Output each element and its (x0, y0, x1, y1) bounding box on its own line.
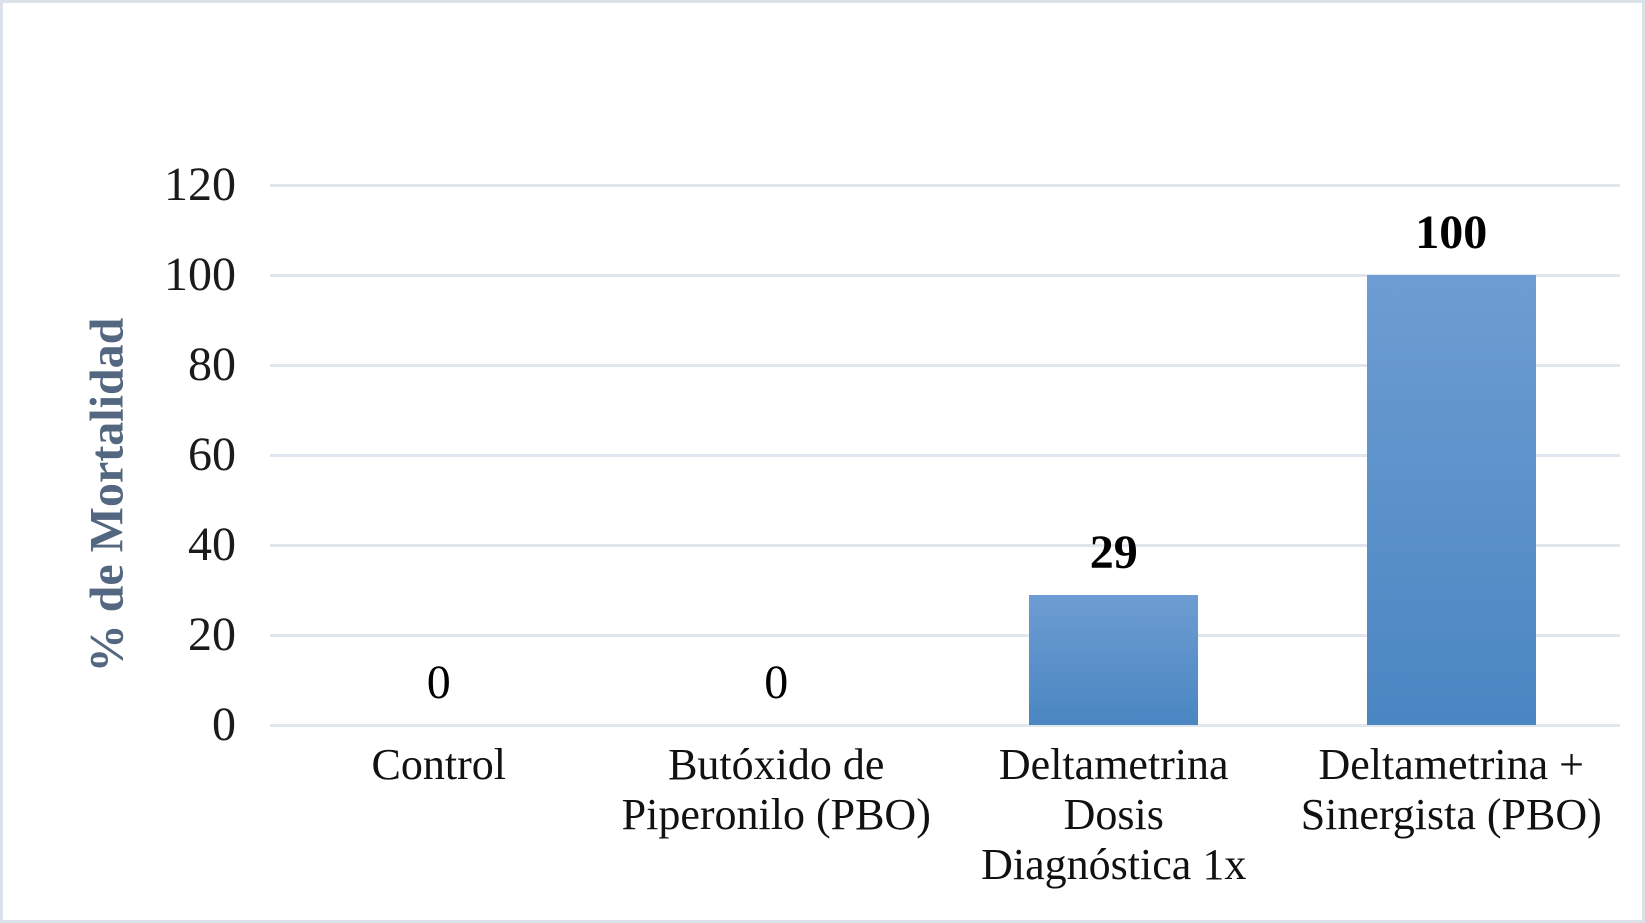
x-category-label-line: Butóxido de (668, 740, 885, 789)
x-category-label-line: Sinergista (PBO) (1300, 790, 1602, 839)
x-category-label-line: Control (371, 740, 506, 789)
y-tick-label-0: 0 (212, 698, 236, 751)
x-category-label-1: Butóxido de Piperonilo (PBO) (607, 740, 945, 840)
y-tick-label-100: 100 (164, 248, 236, 301)
bar-3 (1366, 275, 1536, 725)
gridline-40 (270, 544, 1620, 547)
y-tick-label-60: 60 (188, 428, 236, 481)
x-category-label-0: Control (270, 740, 608, 790)
bar-2 (1029, 594, 1199, 725)
data-label-0: 0 (426, 656, 451, 709)
data-label-3: 100 (1415, 206, 1488, 259)
gridline-120 (270, 184, 1620, 187)
gridline-80 (270, 364, 1620, 367)
y-tick-label-80: 80 (188, 338, 236, 391)
y-tick-label-40: 40 (188, 518, 236, 571)
data-label-2: 29 (1089, 525, 1138, 579)
x-category-label-line: Deltametrina Dosis (998, 740, 1229, 839)
y-tick-label-20: 20 (188, 608, 236, 661)
x-category-label-line: Diagnóstica 1x (981, 840, 1247, 889)
x-category-label-2: Deltametrina Dosis Diagnóstica 1x (945, 740, 1283, 890)
x-category-label-line: Piperonilo (PBO) (621, 790, 931, 839)
gridline-60 (270, 454, 1620, 457)
gridline-100 (270, 274, 1620, 277)
y-tick-label-120: 120 (164, 158, 236, 211)
data-label-1: 0 (764, 656, 789, 709)
x-category-label-line: Deltametrina + (1318, 740, 1584, 789)
gridline-20 (270, 634, 1620, 637)
gridline-0 (270, 724, 1620, 727)
x-category-label-3: Deltametrina + Sinergista (PBO) (1282, 740, 1620, 840)
